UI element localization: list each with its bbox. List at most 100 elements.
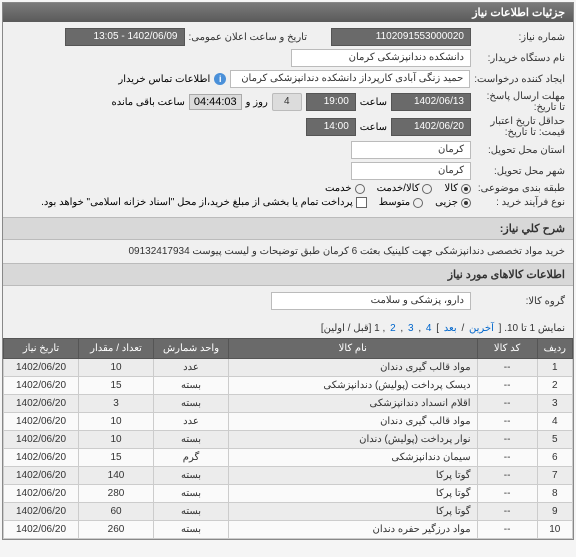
pt-medium-radio[interactable]: متوسط [379,197,423,208]
col-need-date: تاریخ نیاز [4,339,79,359]
table-cell: 1402/06/20 [4,413,79,431]
cat-service-radio[interactable]: کالا/خدمت [377,183,433,194]
pt-partial-radio[interactable]: جزیی [435,197,471,208]
table-cell: 1402/06/20 [4,503,79,521]
category-radio-group: کالا کالا/خدمت خدمت [325,183,471,194]
table-cell: بسته [154,521,229,539]
table-cell: بسته [154,431,229,449]
table-cell: -- [477,359,537,377]
pagination-next[interactable]: بعد [444,323,457,334]
price-validity-time: 14:00 [306,118,356,136]
table-row[interactable]: 7--گوتا پرکابسته1401402/06/20 [4,467,573,485]
form-section: شماره نیاز: 1102091553000020 تاریخ و ساع… [3,22,573,217]
table-cell: بسته [154,467,229,485]
pagination-prefix: نمایش 1 تا 10. [ [499,323,565,334]
table-row[interactable]: 10--مواد درزگیر حفره دندانبسته2601402/06… [4,521,573,539]
desc-text: خرید مواد تخصصی دندانپزشکی جهت کلینیک بع… [3,240,573,263]
table-row[interactable]: 6--سیمان دندانپزشکیگرم151402/06/20 [4,449,573,467]
table-cell: نوار پرداخت (پولیش) دندان [229,431,478,449]
table-cell: 6 [537,449,572,467]
table-cell: -- [477,503,537,521]
desc-title: شرح کلي نیاز: [3,217,573,240]
items-section-title: اطلاعات کالاهای مورد نیاز [3,263,573,286]
table-cell: 5 [537,431,572,449]
table-row[interactable]: 3--اقلام انسداد دندانپزشکیبسته31402/06/2… [4,395,573,413]
purchase-type-group: جزیی متوسط پرداخت تمام یا بخشی از مبلغ خ… [41,197,471,208]
table-cell: 3 [537,395,572,413]
deadline-time: 19:00 [306,93,356,111]
city-label: شهر محل تحویل: [475,166,565,177]
table-cell: 2 [537,377,572,395]
pagination-current: 1 [374,323,380,334]
table-cell: 7 [537,467,572,485]
table-cell: بسته [154,377,229,395]
table-cell: 10 [79,359,154,377]
table-row[interactable]: 2--دیسک پرداخت (پولیش) دندانپزشکیبسته151… [4,377,573,395]
table-row[interactable]: 8--گوتا پرکابسته2801402/06/20 [4,485,573,503]
table-cell: گوتا پرکا [229,467,478,485]
table-cell: -- [477,431,537,449]
pagination-page-3[interactable]: 3 [408,323,414,334]
table-cell: -- [477,377,537,395]
table-cell: 140 [79,467,154,485]
pagination-page-2[interactable]: 2 [390,323,396,334]
group-value: دارو، پزشکی و سلامت [271,292,471,310]
table-header-row: ردیف کد کالا نام کالا واحد شمارش تعداد /… [4,339,573,359]
pagination-last[interactable]: آخرین [469,323,494,334]
table-cell: 60 [79,503,154,521]
table-cell: 1 [537,359,572,377]
table-cell: -- [477,467,537,485]
pt-full-checkbox[interactable]: پرداخت تمام یا بخشی از مبلغ خرید،از محل … [41,197,367,208]
buyer-contact-label[interactable]: اطلاعات تماس خریدار [118,74,210,85]
info-icon[interactable]: i [214,73,226,85]
table-cell: 280 [79,485,154,503]
items-table: ردیف کد کالا نام کالا واحد شمارش تعداد /… [3,338,573,539]
col-unit: واحد شمارش [154,339,229,359]
table-cell: عدد [154,359,229,377]
table-row[interactable]: 1--مواد قالب گیری دندانعدد101402/06/20 [4,359,573,377]
table-row[interactable]: 9--گوتا پرکابسته601402/06/20 [4,503,573,521]
col-row-num: ردیف [537,339,572,359]
table-cell: مواد قالب گیری دندان [229,413,478,431]
table-cell: بسته [154,503,229,521]
table-cell: بسته [154,485,229,503]
table-cell: مواد قالب گیری دندان [229,359,478,377]
col-qty: تعداد / مقدار [79,339,154,359]
table-cell: 10 [79,431,154,449]
table-cell: 1402/06/20 [4,377,79,395]
table-cell: 3 [79,395,154,413]
details-panel: جزئیات اطلاعات نیاز شماره نیاز: 11020915… [2,2,574,540]
table-cell: -- [477,521,537,539]
table-cell: 9 [537,503,572,521]
cat-service-only-radio[interactable]: خدمت [325,183,365,194]
table-cell: گوتا پرکا [229,485,478,503]
pagination-page-4[interactable]: 4 [426,323,432,334]
table-cell: سیمان دندانپزشکی [229,449,478,467]
province-label: استان محل تحویل: [475,145,565,156]
announce-datetime-label: تاریخ و ساعت اعلان عمومی: [189,32,308,43]
price-validity-date: 1402/06/20 [391,118,471,136]
table-cell: 10 [537,521,572,539]
requester-value: حمید زنگی آبادی کارپرداز دانشکده دندانپز… [230,70,470,88]
table-row[interactable]: 5--نوار پرداخت (پولیش) دندانبسته101402/0… [4,431,573,449]
table-cell: 1402/06/20 [4,521,79,539]
city-value: کرمان [351,162,471,180]
table-cell: 4 [537,413,572,431]
announce-datetime-value: 1402/06/09 - 13:05 [65,28,185,46]
table-cell: 1402/06/20 [4,485,79,503]
table-cell: گرم [154,449,229,467]
pagination-suffix: [قبل / اولین] [321,323,372,334]
table-cell: 1402/06/20 [4,449,79,467]
days-label: روز و [246,97,268,108]
table-row[interactable]: 4--مواد قالب گیری دندانعدد101402/06/20 [4,413,573,431]
table-cell: مواد درزگیر حفره دندان [229,521,478,539]
cat-goods-radio[interactable]: کالا [444,183,471,194]
purchase-type-label: نوع فرآیند خرید : [475,197,565,208]
need-number-label: شماره نیاز: [475,32,565,43]
category-label: طبقه بندی موضوعی: [475,183,565,194]
group-label: گروه کالا: [475,296,565,307]
buyer-org-label: نام دستگاه خریدار: [475,53,565,64]
remaining-label: ساعت باقی مانده [111,97,184,108]
col-item-code: کد کالا [477,339,537,359]
col-item-name: نام کالا [229,339,478,359]
